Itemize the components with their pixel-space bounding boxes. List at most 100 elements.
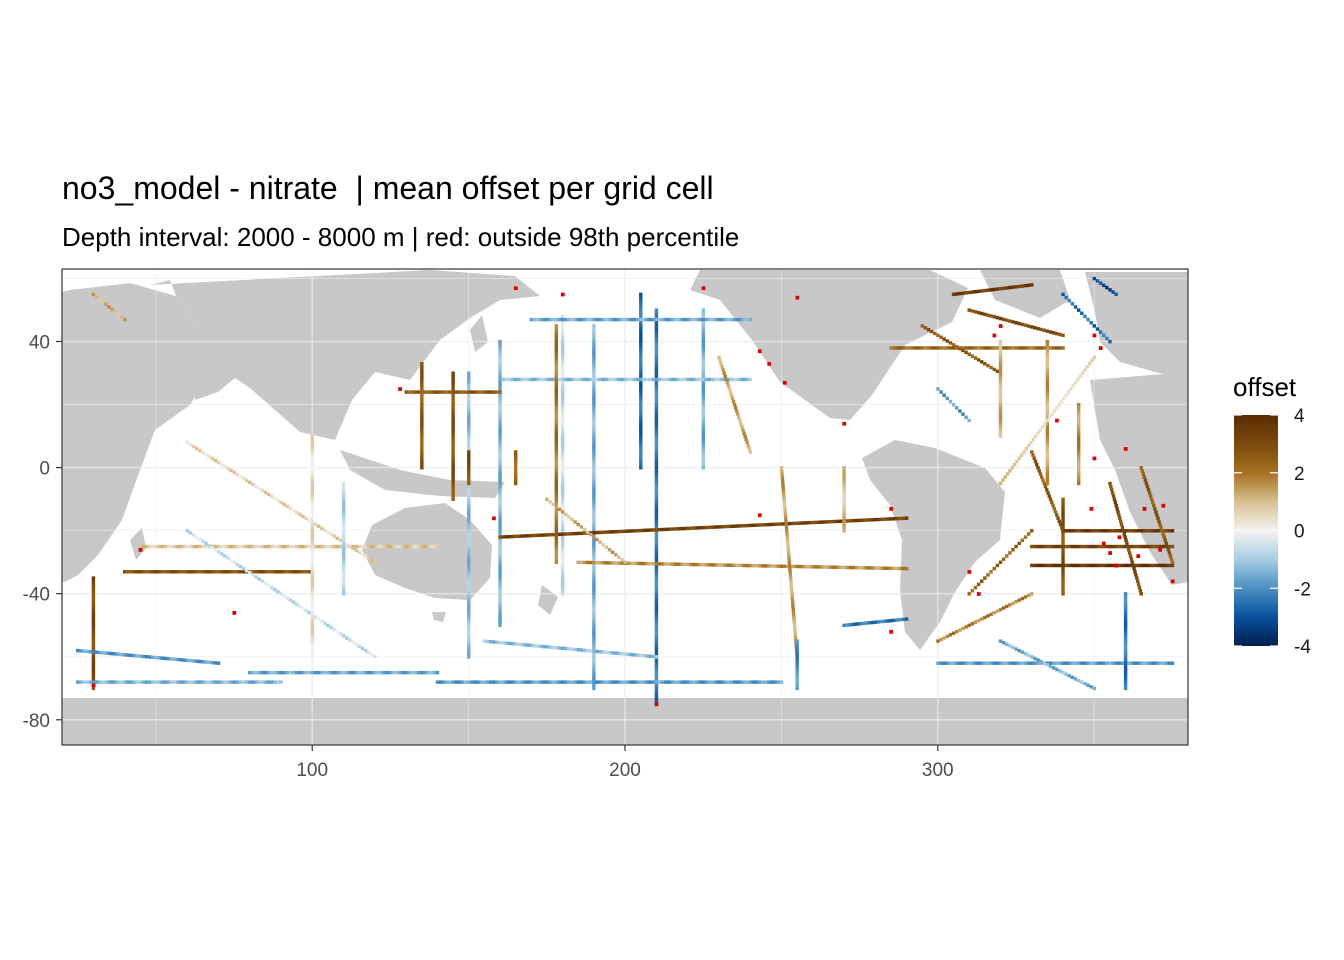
offset-cell bbox=[122, 570, 127, 574]
offset-cell bbox=[1076, 377, 1080, 382]
offset-cell bbox=[210, 456, 214, 461]
offset-cell bbox=[1080, 371, 1085, 375]
offset-cell bbox=[1020, 346, 1025, 350]
offset-cell bbox=[933, 346, 937, 350]
offset-cell bbox=[420, 447, 424, 451]
offset-cell bbox=[557, 507, 562, 512]
offset-cell bbox=[639, 453, 643, 457]
offset-cell bbox=[498, 507, 502, 511]
offset-cell bbox=[1135, 576, 1139, 580]
offset-cell bbox=[1123, 544, 1128, 549]
offset-cell bbox=[498, 339, 502, 344]
offset-cell bbox=[310, 469, 315, 473]
offset-cell bbox=[592, 582, 596, 587]
offset-cell bbox=[1053, 510, 1058, 514]
offset-cell bbox=[498, 361, 502, 366]
offset-cell bbox=[592, 636, 596, 640]
offset-cell bbox=[144, 570, 149, 574]
offset-cell bbox=[538, 533, 543, 537]
offset-cell bbox=[998, 639, 1003, 643]
offset-cell bbox=[560, 488, 565, 492]
offset-cell bbox=[82, 680, 86, 684]
offset-cell bbox=[191, 570, 196, 574]
offset-cell bbox=[1131, 563, 1135, 568]
offset-cell bbox=[560, 532, 565, 536]
offset-cell bbox=[764, 564, 768, 568]
offset-cell bbox=[592, 390, 596, 394]
offset-cell bbox=[341, 510, 346, 514]
offset-cell bbox=[707, 525, 712, 530]
offset-cell bbox=[554, 380, 559, 385]
offset-cell bbox=[341, 554, 346, 558]
offset-cell bbox=[961, 661, 965, 665]
offset-cell bbox=[554, 551, 559, 555]
offset-cell bbox=[451, 484, 455, 489]
offset-cell bbox=[1170, 560, 1175, 565]
offset-cell bbox=[939, 661, 943, 665]
offset-cell bbox=[564, 646, 568, 651]
offset-track bbox=[435, 680, 784, 684]
offset-cell bbox=[176, 570, 180, 574]
offset-cell bbox=[370, 670, 374, 675]
offset-cell bbox=[657, 527, 662, 532]
offset-cell bbox=[316, 617, 321, 621]
offset-cell bbox=[908, 346, 912, 350]
offset-track bbox=[482, 639, 659, 659]
offset-cell bbox=[604, 545, 609, 549]
offset-cell bbox=[654, 507, 659, 511]
offset-cell bbox=[316, 544, 321, 549]
offset-cell bbox=[201, 680, 205, 684]
offset-cell bbox=[620, 558, 624, 562]
offset-cell bbox=[1030, 283, 1034, 287]
offset-cell bbox=[235, 680, 240, 684]
offset-cell bbox=[1127, 529, 1131, 533]
offset-cell bbox=[720, 680, 724, 684]
offset-cell bbox=[1159, 525, 1163, 530]
offset-cell bbox=[842, 488, 846, 492]
offset-cell bbox=[1126, 544, 1130, 549]
offset-track bbox=[529, 317, 752, 322]
offset-cell bbox=[310, 614, 315, 618]
offset-cell bbox=[1120, 563, 1125, 568]
offset-cell bbox=[648, 317, 652, 322]
offset-cell bbox=[513, 469, 518, 473]
offset-cell bbox=[498, 469, 502, 473]
offset-cell bbox=[467, 570, 471, 574]
offset-cell bbox=[754, 680, 759, 684]
offset-cell bbox=[194, 680, 199, 684]
offset-cell bbox=[592, 538, 596, 542]
offset-cell bbox=[238, 564, 243, 569]
offset-cell bbox=[592, 677, 596, 681]
offset-cell bbox=[1123, 598, 1128, 602]
offset-cell bbox=[363, 648, 368, 653]
offset-cell bbox=[1036, 563, 1040, 568]
offset-cell bbox=[639, 561, 643, 566]
offset-cell bbox=[711, 377, 715, 382]
offset-cell bbox=[435, 390, 440, 394]
offset-cell bbox=[1061, 661, 1065, 665]
offset-cell bbox=[701, 431, 706, 435]
offset-cell bbox=[842, 623, 846, 628]
offset-cell bbox=[232, 570, 236, 574]
offset-cell bbox=[645, 317, 649, 322]
offset-cell bbox=[1123, 636, 1128, 640]
offset-cell bbox=[554, 547, 559, 552]
offset-cell bbox=[194, 544, 199, 549]
offset-cell bbox=[1076, 462, 1081, 467]
offset-cell bbox=[807, 565, 812, 569]
offset-cell bbox=[1045, 349, 1050, 353]
offset-cell bbox=[654, 588, 659, 593]
offset-cell bbox=[554, 462, 559, 467]
offset-cell bbox=[554, 450, 559, 454]
offset-cell bbox=[998, 434, 1003, 438]
offset-cell bbox=[961, 348, 965, 353]
offset-cell bbox=[517, 642, 521, 647]
offset-cell bbox=[467, 541, 471, 546]
offset-cell bbox=[535, 317, 540, 322]
offset-cell bbox=[560, 409, 565, 413]
offset-cell bbox=[1061, 554, 1065, 558]
offset-track bbox=[554, 324, 559, 565]
offset-cell bbox=[498, 617, 502, 621]
offset-cell bbox=[351, 670, 355, 675]
offset-cell bbox=[91, 677, 96, 681]
